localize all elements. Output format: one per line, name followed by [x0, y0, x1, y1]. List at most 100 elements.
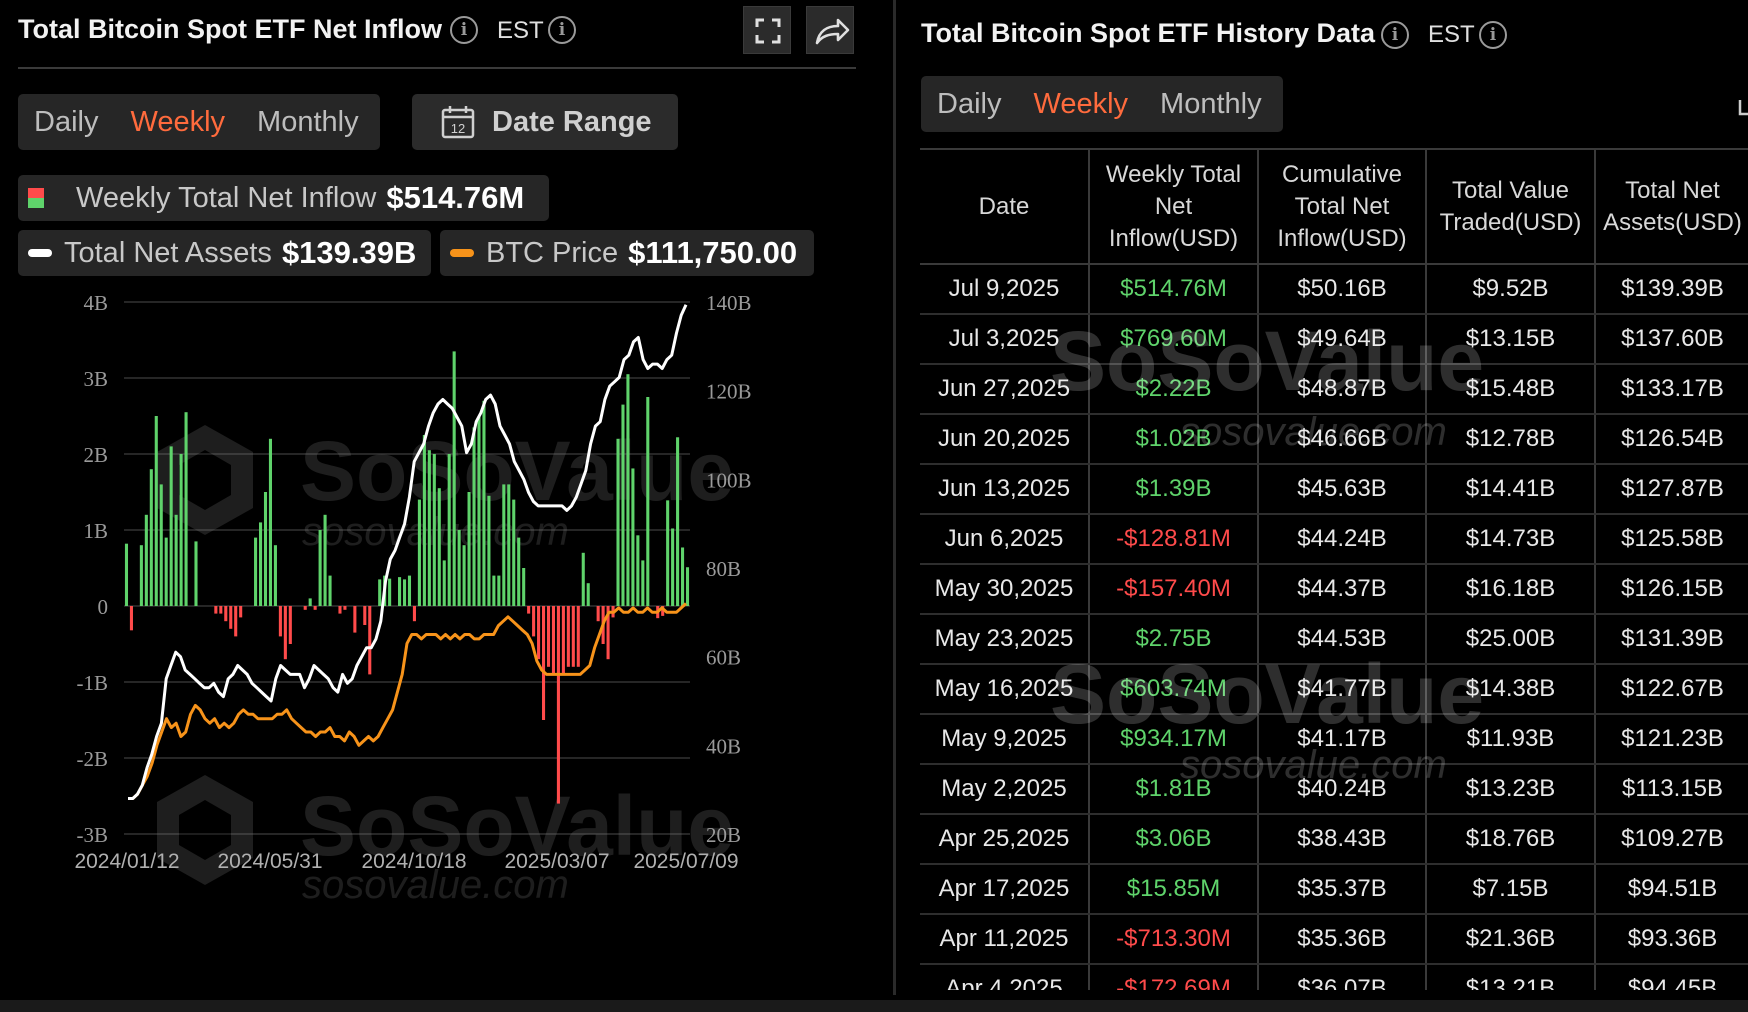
table-cell: Apr 4,2025	[920, 964, 1090, 990]
download-icon[interactable]	[1738, 100, 1748, 118]
table-row[interactable]: Jun 6,2025 -$128.81M $44.24B $14.73B $125.58…	[920, 514, 1748, 565]
inflow-bar	[685, 567, 690, 606]
share-button[interactable]	[806, 6, 854, 54]
inflow-bar	[482, 400, 486, 606]
chart-lines	[128, 304, 688, 800]
tab-monthly[interactable]: Monthly	[257, 105, 359, 138]
table-cell: May 9,2025	[920, 714, 1090, 765]
table-cell: $46.66B	[1258, 414, 1427, 465]
inflow-bar	[154, 416, 158, 606]
table-cell: $13.15B	[1426, 314, 1596, 365]
inflow-bar	[616, 438, 620, 606]
inflow-bar	[353, 606, 357, 633]
table-cell: $131.39B	[1595, 614, 1748, 665]
y-right-tick-label: 40B	[706, 734, 741, 758]
table-cell: $16.18B	[1426, 564, 1596, 615]
inflow-bar	[378, 579, 382, 606]
history-tab-daily[interactable]: Daily	[937, 87, 1002, 120]
inflow-bar	[512, 499, 516, 606]
table-cell: $21.36B	[1426, 914, 1596, 965]
table-cell: $7.15B	[1426, 864, 1596, 915]
column-header: Cumulative Total Net Inflow(USD)	[1258, 148, 1427, 265]
inflow-bar	[487, 495, 491, 606]
inflow-bar	[541, 606, 546, 720]
table-cell: $14.41B	[1426, 464, 1596, 515]
table-row[interactable]: Jun 27,2025 $2.22B $48.87B $15.48B $133.17B	[920, 364, 1748, 415]
table-cell: $133.17B	[1595, 364, 1748, 415]
history-timezone-info-icon[interactable]: i	[1479, 21, 1507, 49]
table-row[interactable]: Apr 17,2025 $15.85M $35.37B $7.15B $94.51B	[920, 864, 1748, 915]
inflow-bar	[144, 514, 148, 606]
inflow-bar	[323, 514, 327, 606]
inflow-bar	[581, 552, 585, 606]
table-cell: $94.51B	[1595, 864, 1748, 915]
inflow-bar	[546, 606, 551, 667]
table-row[interactable]: May 30,2025 -$157.40M $44.37B $16.18B $126.1…	[920, 564, 1748, 615]
tab-weekly[interactable]: Weekly	[130, 105, 226, 138]
table-row[interactable]: Jul 9,2025 $514.76M $50.16B $9.52B $139.39B	[920, 264, 1748, 315]
x-tick-label: 2025/03/07	[504, 850, 609, 873]
table-cell: $15.48B	[1426, 364, 1596, 415]
table-cell: $14.73B	[1426, 514, 1596, 565]
table-cell: $934.17M	[1089, 714, 1259, 765]
y-right-tick-label: 80B	[706, 557, 741, 581]
history-timezone-label: EST	[1428, 21, 1475, 48]
inflow-bar	[596, 606, 600, 622]
inflow-bar	[363, 606, 367, 625]
timezone-info-icon[interactable]: i	[548, 16, 576, 44]
table-cell: -$713.30M	[1089, 914, 1259, 965]
inflow-bar	[631, 468, 635, 606]
y-right-tick-label: 120B	[706, 380, 752, 404]
tab-daily[interactable]: Daily	[34, 105, 99, 138]
panel-title: Total Bitcoin Spot ETF Net Inflow	[18, 14, 442, 44]
table-cell: -$157.40M	[1089, 564, 1259, 615]
table-row[interactable]: Apr 25,2025 $3.06B $38.43B $18.76B $109.27B	[920, 814, 1748, 865]
inflow-bar	[288, 606, 292, 644]
y-left-tick-label: -1B	[77, 671, 109, 695]
table-row[interactable]: May 2,2025 $1.81B $40.24B $13.23B $113.15B	[920, 764, 1748, 815]
history-tab-weekly[interactable]: Weekly	[1033, 87, 1129, 120]
inflow-bar	[537, 606, 541, 660]
table-row[interactable]: May 23,2025 $2.75B $44.53B $25.00B $131.39B	[920, 614, 1748, 665]
table-cell: $126.15B	[1595, 564, 1748, 615]
legend-inflow[interactable]: Weekly Total Net Inflow $514.76M	[18, 175, 549, 221]
bottom-scrollbar[interactable]	[0, 1000, 1748, 1012]
table-row[interactable]: Jun 13,2025 $1.39B $45.63B $14.41B $127.87B	[920, 464, 1748, 515]
table-row[interactable]: Jul 3,2025 $769.60M $49.64B $13.15B $137.60B	[920, 314, 1748, 365]
table-cell: $35.36B	[1258, 914, 1427, 965]
history-tab-monthly[interactable]: Monthly	[1160, 87, 1262, 120]
table-cell: $49.64B	[1258, 314, 1427, 365]
table-row[interactable]: May 16,2025 $603.74M $41.77B $14.38B $122.67…	[920, 664, 1748, 715]
legend-net-assets[interactable]: Total Net Assets $139.39B	[18, 230, 431, 276]
legend-btc-price[interactable]: BTC Price $111,750.00	[440, 230, 814, 276]
chart-watermark: SoSoValue sosovalue.com SoSoValue sosova…	[157, 424, 734, 907]
inflow-bar	[239, 606, 243, 618]
btc-price-line	[128, 602, 688, 800]
inflow-bar	[661, 606, 665, 616]
history-table-container[interactable]: Date Weekly Total Net Inflow(USD) Cumulati…	[920, 148, 1748, 990]
table-cell: $14.38B	[1426, 664, 1596, 715]
table-row[interactable]: May 9,2025 $934.17M $41.17B $11.93B $121.23B	[920, 714, 1748, 765]
y-left-tick-label: 3B	[83, 367, 108, 391]
inflow-bar	[149, 469, 153, 606]
inflow-bar	[234, 606, 238, 637]
table-cell: Jul 3,2025	[920, 314, 1090, 365]
btc-price-legend-value: $111,750.00	[628, 235, 798, 270]
table-row[interactable]: Apr 11,2025 -$713.30M $35.36B $21.36B $93.36…	[920, 914, 1748, 965]
table-row[interactable]: Jun 20,2025 $1.02B $46.66B $12.78B $126.54B	[920, 414, 1748, 465]
inflow-bar	[626, 374, 630, 606]
history-info-icon[interactable]: i	[1381, 21, 1409, 49]
fullscreen-button[interactable]	[743, 6, 791, 54]
table-row[interactable]: Apr 4,2025 -$172.69M $36.07B $13.21B $94.45B	[920, 964, 1748, 990]
table-cell: May 2,2025	[920, 764, 1090, 815]
date-range-button[interactable]: 12 Date Range	[412, 94, 678, 150]
info-icon[interactable]: i	[450, 16, 478, 44]
table-cell: May 30,2025	[920, 564, 1090, 615]
inflow-bar	[621, 404, 625, 606]
table-cell: $15.85M	[1089, 864, 1259, 915]
inflow-legend-label: Weekly Total Net Inflow	[76, 181, 377, 214]
inflow-bar	[263, 492, 268, 606]
table-cell: May 16,2025	[920, 664, 1090, 715]
table-cell: $25.00B	[1426, 614, 1596, 665]
table-cell: Jun 27,2025	[920, 364, 1090, 415]
